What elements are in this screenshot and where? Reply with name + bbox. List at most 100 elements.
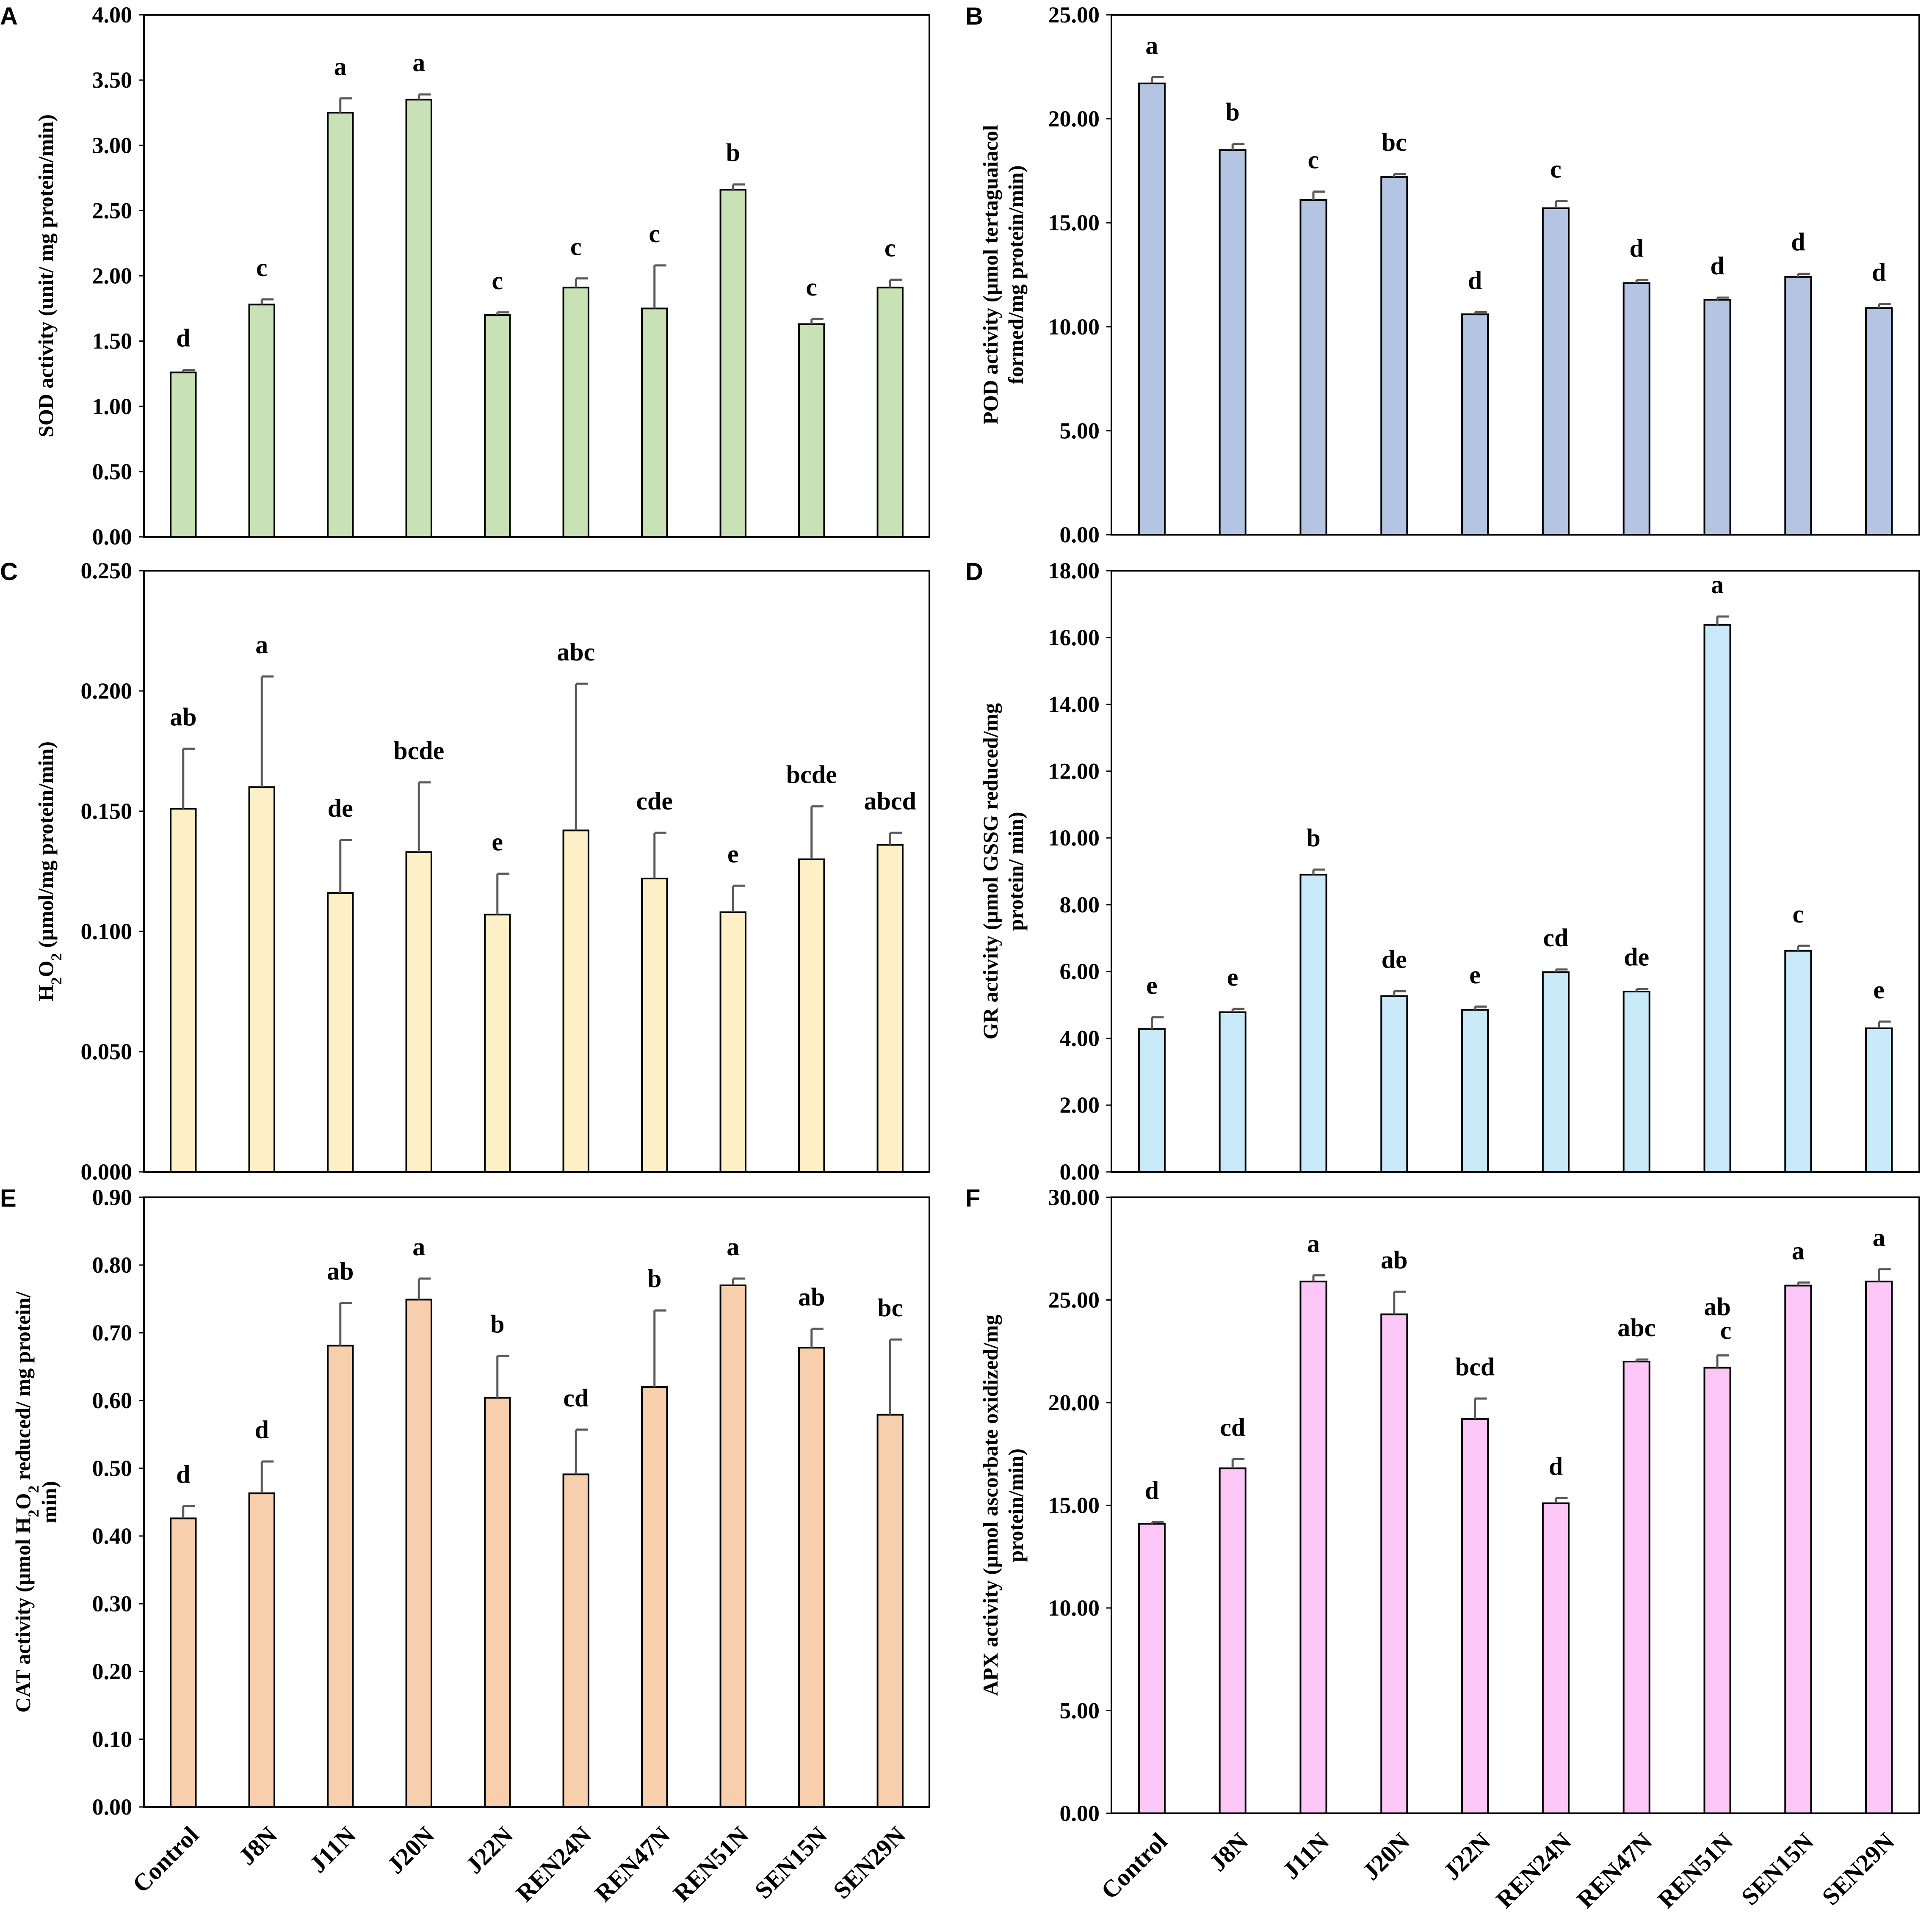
bar — [1784, 950, 1812, 1173]
y-tick-label: 5.00 — [1060, 418, 1100, 443]
bar — [562, 829, 589, 1173]
bar — [484, 314, 511, 538]
significance-letter: d — [1549, 1453, 1563, 1481]
y-tick-label: 0.90 — [92, 1185, 133, 1210]
bar — [1784, 276, 1812, 536]
y-tick-label: 15.00 — [1048, 210, 1100, 235]
bar — [798, 323, 825, 538]
significance-letter: c — [649, 220, 660, 248]
significance-letter: a — [1873, 1224, 1885, 1251]
y-axis-title-line: protein/ min) — [1004, 812, 1028, 931]
significance-letter: ab — [327, 1257, 354, 1285]
bar — [1219, 1467, 1247, 1814]
bar — [1622, 1361, 1650, 1814]
bar — [562, 1473, 589, 1808]
y-tick-label: 20.00 — [1048, 1390, 1100, 1415]
bar — [798, 1347, 825, 1808]
y-tick-label: 0.00 — [1060, 1159, 1100, 1185]
bar — [1299, 1280, 1327, 1815]
significance-letter: c — [256, 254, 268, 282]
significance-letter: b — [647, 1265, 661, 1293]
panel-letter: F — [965, 1185, 980, 1212]
significance-letter: a — [727, 1233, 739, 1261]
significance-letter: d — [1710, 252, 1724, 280]
y-tick-label: 0.60 — [92, 1388, 133, 1413]
significance-letter: c — [492, 267, 503, 295]
y-tick-label: 0.10 — [92, 1727, 133, 1752]
significance-letter: ab — [170, 703, 196, 731]
bar — [248, 304, 275, 538]
y-tick-label: 18.00 — [1048, 558, 1100, 583]
bar — [1784, 1285, 1812, 1814]
y-axis-title-line: GR activity (µmol GSSG reduced/mg — [978, 703, 1002, 1040]
significance-letter: b — [1226, 98, 1240, 126]
significance-letter: d — [1145, 1476, 1159, 1504]
significance-letter-line: ab — [1704, 1293, 1730, 1320]
bar — [1138, 1028, 1166, 1173]
bar — [1703, 1367, 1731, 1814]
y-tick-label: 0.00 — [1060, 1801, 1100, 1826]
bar — [327, 1345, 354, 1808]
y-tick-label: 0.000 — [81, 1159, 133, 1185]
y-tick-label: 10.00 — [1048, 825, 1100, 851]
y-tick-label: 30.00 — [1048, 1185, 1100, 1210]
significance-letter: abcd — [864, 787, 916, 815]
bar — [1380, 176, 1408, 536]
panel-d: D 0.00 2.00 4.00 6.00 8.00 10.00 12.00 14.00 16.0… — [965, 558, 1920, 1185]
bar — [484, 914, 511, 1173]
bar — [1461, 1009, 1489, 1173]
significance-letter: e — [1873, 976, 1885, 1004]
bar — [641, 878, 668, 1173]
bar — [1380, 1313, 1408, 1814]
significance-letter: a — [334, 52, 347, 80]
significance-letter: e — [492, 828, 503, 856]
plot-frame — [143, 1196, 930, 1808]
bar — [1461, 1418, 1489, 1815]
bar — [1865, 307, 1893, 536]
significance-letter: a — [1711, 571, 1724, 599]
significance-letter: bcd — [1455, 1353, 1495, 1381]
y-axis-title-line: protein/min) — [1004, 1448, 1028, 1562]
significance-letter: b — [490, 1310, 504, 1338]
significance-letter: b — [1306, 824, 1320, 852]
y-tick-label: 0.50 — [92, 459, 133, 484]
significance-letter: cd — [1543, 924, 1568, 952]
bar — [1138, 83, 1166, 536]
bar — [484, 1397, 511, 1808]
bar — [405, 851, 432, 1173]
panel-letter: A — [0, 3, 18, 30]
y-axis-title-line: APX activity (µmol ascorbate oxidized/mg — [978, 1315, 1002, 1696]
y-tick-label: 3.50 — [92, 67, 133, 93]
bar — [170, 1517, 197, 1808]
significance-letter: d — [176, 324, 190, 352]
significance-letter: a — [1792, 1237, 1805, 1265]
y-tick-label: 2.00 — [1060, 1092, 1100, 1118]
plot-frame — [1111, 570, 1920, 1173]
bar — [719, 911, 746, 1173]
significance-letter-line: c — [1720, 1316, 1732, 1344]
bar — [1299, 873, 1327, 1173]
y-tick-label: 15.00 — [1048, 1493, 1100, 1518]
significance-letter: cd — [563, 1384, 589, 1412]
bar — [327, 892, 354, 1173]
y-tick-label: 12.00 — [1048, 758, 1100, 784]
plot-frame — [1111, 14, 1920, 536]
significance-letter: a — [412, 49, 425, 77]
y-tick-label: 0.80 — [92, 1252, 133, 1278]
bar — [405, 1298, 432, 1808]
y-tick-label: 2.50 — [92, 198, 133, 223]
significance-letter: a — [1145, 31, 1158, 59]
significance-letter: cde — [636, 787, 673, 815]
bar — [327, 112, 354, 538]
bar — [1299, 199, 1327, 536]
significance-letter: e — [727, 840, 739, 868]
significance-letter: bcde — [393, 737, 444, 765]
significance-letter: bc — [1382, 128, 1407, 156]
significance-letter: e — [1469, 961, 1481, 989]
significance-letter: cd — [1220, 1413, 1245, 1441]
significance-letter: d — [1791, 228, 1805, 256]
significance-letter: ab — [798, 1283, 825, 1311]
